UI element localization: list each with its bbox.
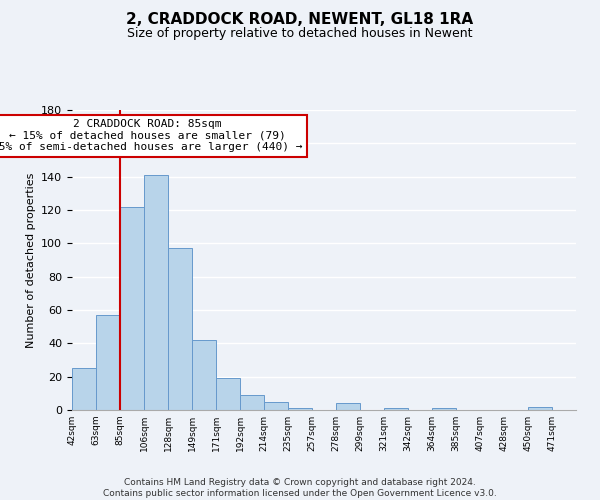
Bar — [192, 340, 216, 410]
Text: 2 CRADDOCK ROAD: 85sqm
← 15% of detached houses are smaller (79)
85% of semi-det: 2 CRADDOCK ROAD: 85sqm ← 15% of detached… — [0, 119, 303, 152]
Bar — [216, 378, 240, 410]
Bar — [240, 395, 264, 410]
Y-axis label: Number of detached properties: Number of detached properties — [26, 172, 35, 348]
Bar — [168, 248, 192, 410]
Bar — [264, 402, 288, 410]
Bar — [384, 408, 408, 410]
Bar — [288, 408, 312, 410]
Bar — [96, 315, 120, 410]
Text: Size of property relative to detached houses in Newent: Size of property relative to detached ho… — [127, 28, 473, 40]
Bar — [432, 408, 456, 410]
Text: Contains HM Land Registry data © Crown copyright and database right 2024.
Contai: Contains HM Land Registry data © Crown c… — [103, 478, 497, 498]
Bar — [144, 175, 168, 410]
Bar — [528, 406, 552, 410]
Text: 2, CRADDOCK ROAD, NEWENT, GL18 1RA: 2, CRADDOCK ROAD, NEWENT, GL18 1RA — [127, 12, 473, 28]
Bar — [120, 206, 144, 410]
Bar — [336, 404, 360, 410]
Bar — [72, 368, 96, 410]
